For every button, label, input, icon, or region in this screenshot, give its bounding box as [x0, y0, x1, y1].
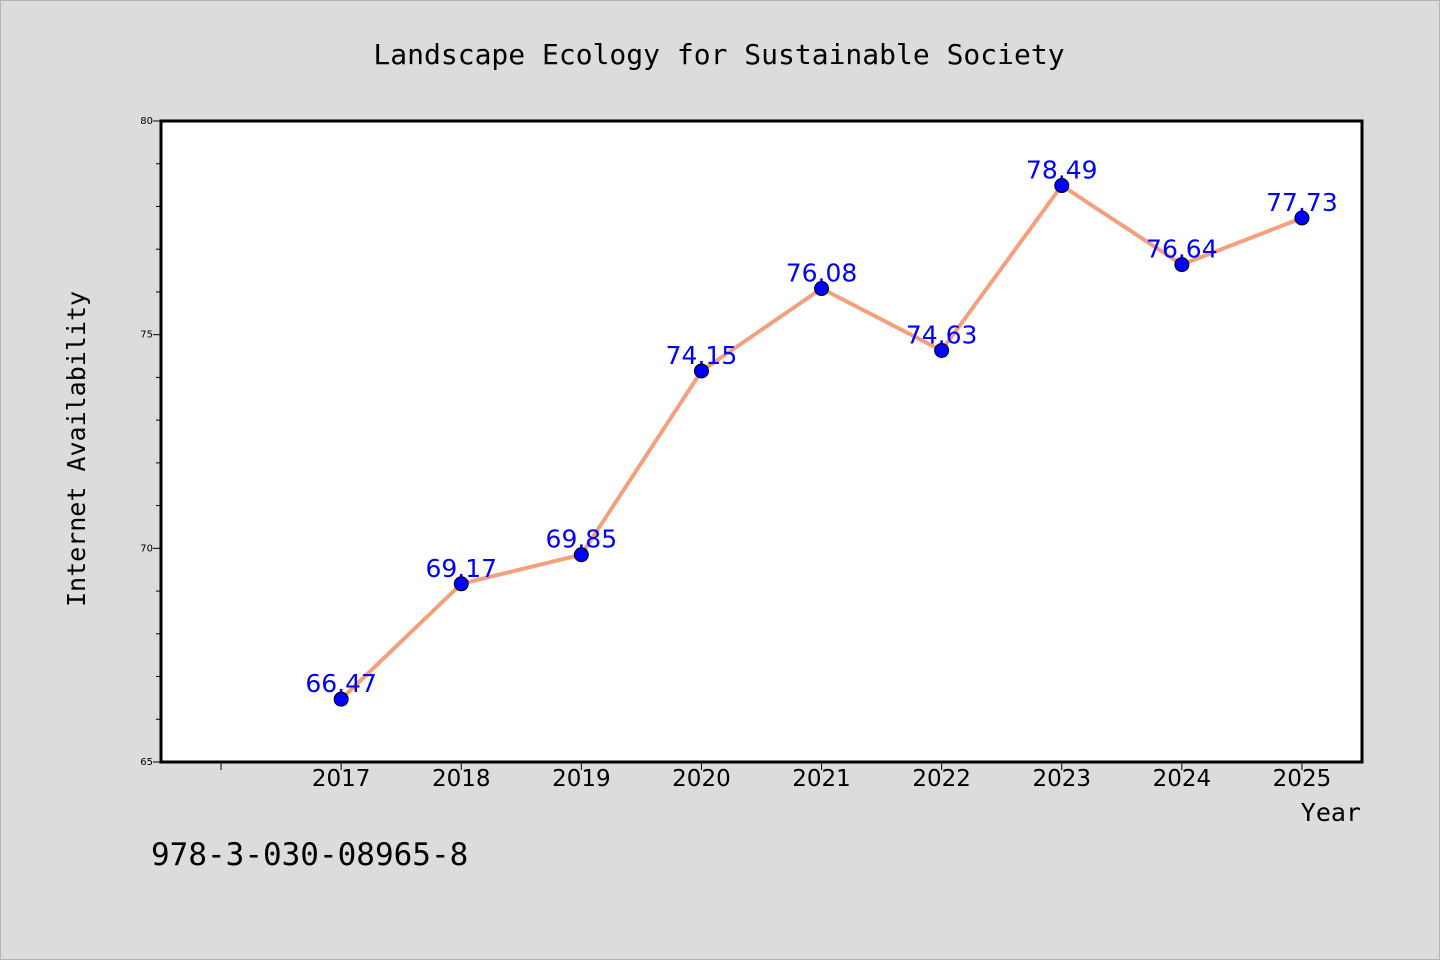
- x-tick-label: 2022: [912, 766, 971, 792]
- x-axis: 2017 2018 2019 2020 2021 2022 2023 2024 2025: [220, 762, 1332, 792]
- data-point: [934, 342, 950, 358]
- data-point: [453, 576, 469, 592]
- x-tick-label: 2023: [1032, 766, 1091, 792]
- series-group: 66.4769.1769.8574.1576.0874.6378.4976.64…: [305, 156, 1338, 707]
- x-tick-label: 2020: [672, 766, 731, 792]
- y-axis-label: Internet Availability: [62, 291, 91, 607]
- x-tick-label: 2024: [1153, 766, 1212, 792]
- y-tick-label: 70: [140, 543, 153, 554]
- x-tick-label: 2019: [552, 766, 611, 792]
- data-point: [1174, 257, 1190, 273]
- y-axis: 65 70 75 80: [140, 116, 161, 768]
- x-axis-label: Year: [1301, 798, 1361, 827]
- y-tick-label: 75: [140, 330, 153, 341]
- chart-title: Landscape Ecology for Sustainable Societ…: [373, 38, 1064, 71]
- data-point: [693, 363, 709, 379]
- y-tick-label: 65: [140, 757, 153, 768]
- data-point: [1294, 210, 1310, 226]
- data-point: [814, 281, 830, 297]
- data-point: [333, 691, 349, 707]
- data-point: [573, 547, 589, 563]
- x-tick-label: 2017: [312, 766, 371, 792]
- x-tick-label: 2018: [432, 766, 491, 792]
- figure-caption: 978-3-030-08965-8: [151, 837, 468, 873]
- data-point: [1054, 178, 1070, 194]
- x-tick-label: 2025: [1273, 766, 1332, 792]
- y-tick-label: 80: [140, 116, 153, 127]
- plot-area: [159, 119, 1364, 764]
- x-tick-label: 2021: [792, 766, 851, 792]
